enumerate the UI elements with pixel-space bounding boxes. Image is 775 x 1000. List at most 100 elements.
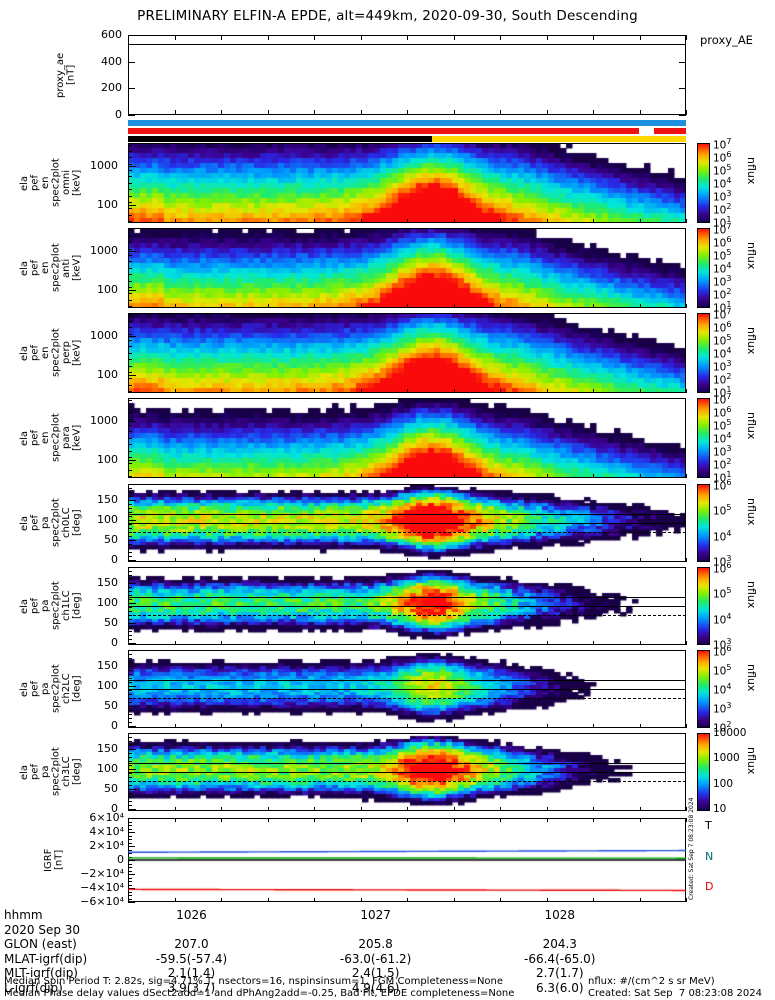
xtick-mark [407,474,408,478]
ytick-mark [679,35,686,36]
xtick-mark [175,389,176,393]
ytick-minor [128,650,132,651]
xtick-mark [361,35,362,40]
ytick-minor [128,315,132,316]
energy-spectrogram-0 [128,143,686,223]
ytick-minor [128,773,132,774]
colorbar-tick-label: 107 [713,307,732,322]
ytick-minor [128,151,132,152]
igrf-legend-N: N [705,850,714,863]
ytick-minor [128,745,132,746]
pitch-panel-ytick: 50 [104,616,118,629]
ytick-minor [128,378,132,379]
ytick-minor [128,741,132,742]
xtick-mark [593,558,594,562]
antilosscone-line [128,781,686,782]
losscone-line [128,597,686,598]
ytick-minor [128,627,132,628]
colorbar-tick-label: 107 [713,392,732,407]
xtick-mark [314,807,315,811]
ytick-mark [128,166,136,167]
ytick-minor [128,321,132,322]
energy-panel-ylabel-2: ela pef en spec2plot perp [keV] [19,328,83,378]
ytick-minor [128,733,132,734]
xtick-mark [500,304,501,308]
ytick-minor [128,662,132,663]
ytick-minor [128,419,132,420]
ytick-minor [128,170,132,171]
xtick-mark [268,807,269,811]
xtick-mark [593,807,594,811]
ytick-minor [128,737,132,738]
colorbar-tick-label: 101 [713,385,732,400]
status-bar-blue [128,120,686,126]
ytick-minor [128,678,132,679]
xtick-mark [221,474,222,478]
colorbar-tick-label: 102 [713,202,732,217]
xtick-mark [314,219,315,223]
xtick-mark [454,389,455,393]
xtick-mark [361,724,362,728]
ytick-minor [128,400,132,401]
ytick-mark [128,421,136,422]
colorbar-tick-label: 106 [713,561,732,576]
colorbar-frame-energy-2 [697,313,710,393]
ytick-minor [128,757,132,758]
ytick-mark [128,375,136,376]
ytick-minor [128,366,132,367]
colorbar-tick-label: 105 [713,248,732,263]
energy-panel-0 [128,143,686,223]
ytick-mark [128,88,135,89]
energy-panel-ytick: 1000 [90,413,118,427]
pitch-panel-ytick: 0 [111,553,118,566]
colorbar-tick-label: 104 [713,528,732,544]
xtick-mark [454,304,455,308]
colorbar-tick-label: 102 [713,720,732,735]
ytick-mark [679,62,686,63]
xtick-mark [454,558,455,562]
pitch-panel-ytick: 100 [97,596,118,609]
ytick-minor [128,293,132,294]
ytick-mark [128,520,136,521]
xtick-mark [547,474,548,478]
ytick-minor [128,726,132,727]
footer-value-3-1: -63.0(-61.2) [339,951,412,966]
ytick-mark [128,290,136,291]
status-bar-black-yellow-yellow [432,136,686,142]
pitch-panel-ytick: 150 [97,576,118,589]
xtick-mark [314,474,315,478]
ytick-minor [128,488,132,489]
xtick-mark [361,807,362,811]
xtick-mark [454,35,455,40]
ytick-minor [128,801,132,802]
xtick-mark [593,724,594,728]
xtick-mark [361,641,362,645]
ytick-minor [128,595,132,596]
xtick-mark [547,389,548,393]
colorbar-tick-label: 106 [713,150,732,165]
xtick-mark [593,35,594,40]
footer-value-0-1: 1027 [360,908,391,922]
proxy-ae-trace [128,44,686,45]
ytick-minor [128,658,132,659]
igrf-legend-T: T [705,819,712,832]
ytick-minor [128,520,132,521]
colorbar-energy-1 [697,228,710,308]
pitch-panel-ylabel-3: ela pef pa spec2plot ch3LC [deg] [19,747,83,797]
footer-right-1: Created: Sat Sep 7 08:23:08 2024 [588,988,762,999]
xtick-mark [547,35,548,40]
ytick-minor [128,287,132,288]
pitch-panel-ytick: 150 [97,742,118,755]
xtick-mark [454,641,455,645]
colorbar-tick-label: 104 [713,176,732,191]
ytick-minor [128,805,132,806]
ytick-minor [128,484,132,485]
xtick-mark [686,474,687,478]
ytick-minor [128,785,132,786]
ytick-minor [128,528,132,529]
ytick-minor [128,255,132,256]
ytick-minor [128,789,132,790]
ytick-minor [128,508,132,509]
colorbar-tick-label: 107 [713,222,732,237]
colorbar-tick-label: 102 [713,372,732,387]
